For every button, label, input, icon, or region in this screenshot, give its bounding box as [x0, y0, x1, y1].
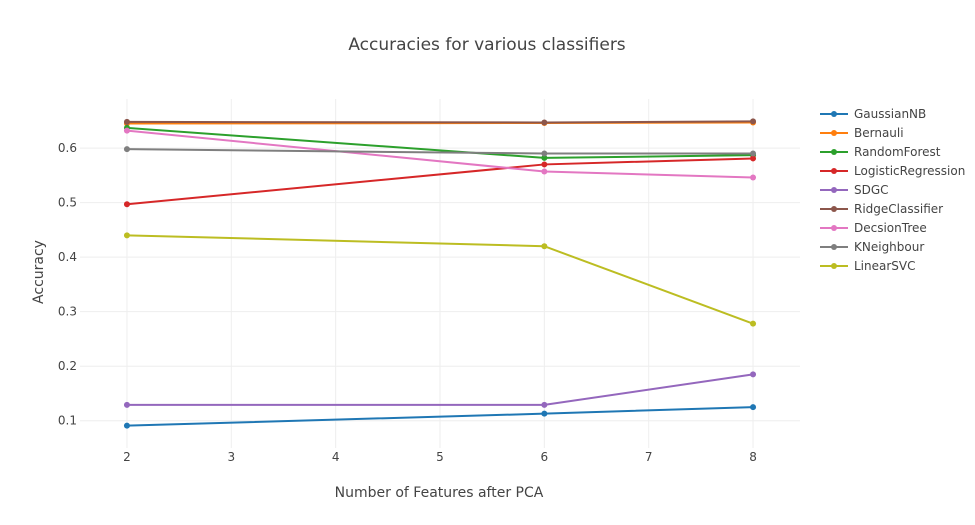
legend: GaussianNB Bernauli RandomForest LogisticRe…	[820, 107, 965, 273]
legend-item-decsiontree[interactable]: DecsionTree	[820, 221, 927, 235]
chart-title: Accuracies for various classifiers	[348, 35, 625, 55]
legend-item-randomforest[interactable]: RandomForest	[820, 145, 941, 159]
x-axis-ticks: 2 3 4 5 6 7 8	[123, 450, 757, 464]
y-tick-label: 0.1	[58, 414, 77, 428]
legend-item-gaussiannb[interactable]: GaussianNB	[820, 107, 926, 121]
data-point-kneighbour	[123, 146, 130, 153]
legend-item-sdgc[interactable]: SDGC	[820, 183, 889, 197]
data-point-gaussiannb	[541, 410, 548, 417]
legend-label: Bernauli	[854, 126, 904, 140]
data-point-ridgeclassifier	[750, 118, 757, 125]
series-lines	[123, 118, 757, 429]
legend-marker-randomforest	[831, 149, 837, 155]
legend-label: KNeighbour	[854, 240, 924, 254]
legend-item-kneighbour[interactable]: KNeighbour	[820, 240, 924, 254]
series-sdgc	[123, 371, 757, 408]
legend-label: GaussianNB	[854, 107, 926, 121]
legend-marker-sdgc	[831, 187, 837, 193]
legend-marker-decsiontree	[831, 225, 837, 231]
y-tick-label: 0.2	[58, 359, 77, 373]
data-point-sdgc	[541, 401, 548, 408]
x-tick-label: 3	[227, 450, 235, 464]
series-kneighbour	[123, 146, 757, 157]
series-ridgeclassifier	[123, 118, 757, 126]
legend-marker-logisticregression	[831, 168, 837, 174]
y-tick-label: 0.3	[58, 305, 77, 319]
legend-item-linearsvc[interactable]: LinearSVC	[820, 259, 916, 273]
y-tick-label: 0.5	[58, 196, 77, 210]
data-point-linearsvc	[750, 320, 757, 327]
legend-item-bernauli[interactable]: Bernauli	[820, 126, 904, 140]
legend-marker-linearsvc	[831, 263, 837, 269]
y-tick-label: 0.6	[58, 141, 77, 155]
series-linearsvc	[123, 232, 757, 327]
x-tick-label: 8	[749, 450, 757, 464]
data-point-linearsvc	[541, 243, 548, 250]
data-point-gaussiannb	[750, 404, 757, 411]
series-line-ridgeclassifier	[126, 120, 754, 124]
y-tick-label: 0.4	[58, 250, 77, 264]
data-point-decsiontree	[541, 168, 548, 175]
series-logisticregression	[123, 155, 757, 208]
x-tick-label: 5	[436, 450, 444, 464]
data-point-ridgeclassifier	[123, 118, 130, 125]
legend-label: RidgeClassifier	[854, 202, 943, 216]
data-point-logisticregression	[123, 201, 130, 208]
x-tick-label: 2	[123, 450, 131, 464]
legend-item-ridgeclassifier[interactable]: RidgeClassifier	[820, 202, 943, 216]
data-point-linearsvc	[123, 232, 130, 239]
data-point-logisticregression	[750, 155, 757, 162]
x-tick-label: 4	[332, 450, 340, 464]
data-point-logisticregression	[541, 161, 548, 168]
data-point-kneighbour	[750, 150, 757, 157]
y-axis-ticks: 0.1 0.2 0.3 0.4 0.5 0.6	[58, 141, 77, 428]
data-point-sdgc	[123, 401, 130, 408]
y-axis-title: Accuracy	[31, 240, 47, 304]
legend-marker-gaussiannb	[831, 111, 837, 117]
data-point-gaussiannb	[123, 422, 130, 429]
legend-label: LinearSVC	[854, 259, 916, 273]
data-point-decsiontree	[123, 127, 130, 134]
series-gaussiannb	[123, 404, 757, 429]
data-point-sdgc	[750, 371, 757, 378]
data-point-kneighbour	[541, 150, 548, 157]
legend-item-logisticregression[interactable]: LogisticRegression	[820, 164, 965, 178]
x-axis-title: Number of Features after PCA	[335, 485, 544, 501]
data-point-randomforest	[541, 154, 548, 161]
series-decsiontree	[123, 127, 757, 181]
legend-label: SDGC	[854, 183, 889, 197]
data-point-decsiontree	[750, 174, 757, 181]
legend-label: RandomForest	[854, 145, 941, 159]
data-point-ridgeclassifier	[541, 119, 548, 126]
x-tick-label: 7	[645, 450, 653, 464]
legend-marker-kneighbour	[831, 244, 837, 250]
legend-marker-ridgeclassifier	[831, 206, 837, 212]
legend-label: LogisticRegression	[854, 164, 965, 178]
legend-label: DecsionTree	[854, 221, 927, 235]
x-tick-label: 6	[541, 450, 549, 464]
legend-marker-bernauli	[831, 130, 837, 136]
